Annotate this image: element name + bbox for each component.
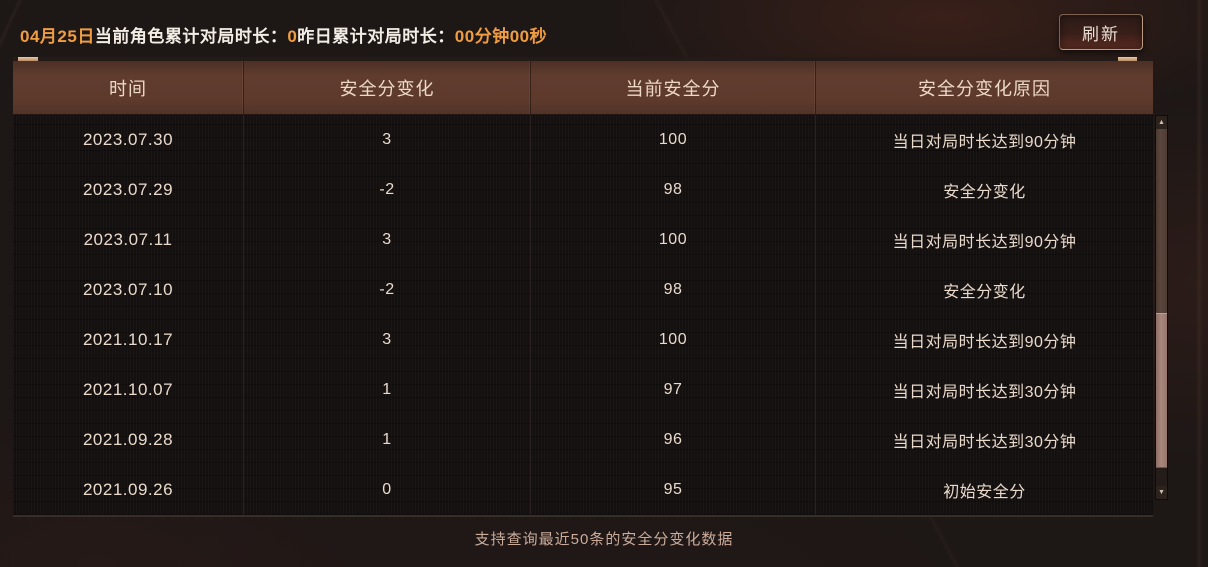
scroll-down-button[interactable]: ▼ bbox=[1156, 486, 1167, 499]
cell-reason: 安全分变化 bbox=[943, 184, 1026, 201]
cell-score: 98 bbox=[531, 165, 816, 215]
cell-date: 2021.09.26 bbox=[13, 465, 244, 515]
cell-date: 2023.07.30 bbox=[13, 115, 244, 165]
table-row: 2023.07.11 3 100 当日对局时长达到90分钟 bbox=[13, 215, 1153, 265]
table-row: 2021.10.07 1 97 当日对局时长达到30分钟 bbox=[13, 365, 1153, 415]
cell-change: 3 bbox=[244, 315, 531, 365]
column-header: 安全分变化 bbox=[244, 61, 531, 114]
table-row: 2021.10.17 3 100 当日对局时长达到90分钟 bbox=[13, 315, 1153, 365]
cell-score: 96 bbox=[531, 415, 816, 465]
cell-score: 97 bbox=[531, 365, 816, 415]
table-row: 2021.09.28 1 96 当日对局时长达到30分钟 bbox=[13, 415, 1153, 465]
scrollbar-thumb[interactable] bbox=[1156, 313, 1167, 468]
cell-reason: 当日对局时长达到90分钟 bbox=[892, 334, 1077, 351]
playtime-segment: 00分钟00秒 bbox=[454, 27, 548, 46]
cell-score: 98 bbox=[531, 265, 816, 315]
column-header: 当前安全分 bbox=[531, 61, 816, 114]
column-header: 安全分变化原因 bbox=[918, 78, 1051, 99]
table-row: 2023.07.10 -2 98 安全分变化 bbox=[13, 265, 1153, 315]
table-top-border bbox=[13, 57, 1153, 61]
scrollbar-track-lower[interactable] bbox=[1156, 468, 1167, 486]
cell-score: 100 bbox=[531, 315, 816, 365]
query-limit-note: 支持查询最近50条的安全分变化数据 bbox=[474, 531, 734, 548]
refresh-button[interactable]: 刷新 bbox=[1059, 14, 1143, 50]
scroll-down-icon: ▼ bbox=[1158, 489, 1165, 496]
cell-score: 100 bbox=[531, 115, 816, 165]
table-row: 2023.07.30 3 100 当日对局时长达到90分钟 bbox=[13, 115, 1153, 165]
scroll-up-button[interactable]: ▲ bbox=[1156, 116, 1167, 129]
cell-reason: 当日对局时长达到30分钟 bbox=[892, 434, 1077, 451]
playtime-segment: 04月25日 bbox=[20, 27, 95, 46]
cell-date: 2023.07.29 bbox=[13, 165, 244, 215]
cell-date: 2023.07.10 bbox=[13, 265, 244, 315]
cell-date: 2021.10.07 bbox=[13, 365, 244, 415]
cell-reason: 初始安全分 bbox=[943, 484, 1026, 501]
playtime-segment: 昨日累计对局时长： bbox=[297, 27, 455, 46]
cell-score: 95 bbox=[531, 465, 816, 515]
table-top-left-glint bbox=[18, 57, 38, 61]
cell-change: 3 bbox=[244, 215, 531, 265]
cell-score: 100 bbox=[531, 215, 816, 265]
table-body: 2023.07.30 3 100 当日对局时长达到90分钟 2023.07.29 -2 98… bbox=[13, 115, 1153, 517]
scroll-up-icon: ▲ bbox=[1158, 119, 1165, 126]
cell-change: 0 bbox=[244, 465, 531, 515]
cell-change: -2 bbox=[244, 165, 531, 215]
table-header: 时间 安全分变化 当前安全分 安全分变化原因 bbox=[13, 61, 1153, 115]
cell-reason: 当日对局时长达到30分钟 bbox=[892, 384, 1077, 401]
cell-date: 2021.09.28 bbox=[13, 415, 244, 465]
cell-date: 2021.10.17 bbox=[13, 315, 244, 365]
cell-reason: 当日对局时长达到90分钟 bbox=[892, 134, 1077, 151]
playtime-segment: 0 bbox=[287, 27, 298, 46]
scrollbar-track-upper[interactable] bbox=[1156, 129, 1167, 313]
playtime-summary: 04月25日当前角色累计对局时长：0昨日累计对局时长：00分钟00秒 bbox=[20, 22, 547, 47]
cell-change: 3 bbox=[244, 115, 531, 165]
cell-reason: 当日对局时长达到90分钟 bbox=[892, 234, 1077, 251]
column-header: 时间 bbox=[13, 61, 244, 114]
table-scrollbar[interactable]: ▲ ▼ bbox=[1155, 115, 1168, 500]
cell-date: 2023.07.11 bbox=[13, 215, 244, 265]
score-history-table: 时间 安全分变化 当前安全分 安全分变化原因 2023.07.30 3 100 当日对局时长… bbox=[13, 57, 1153, 517]
table-row: 2023.07.29 -2 98 安全分变化 bbox=[13, 165, 1153, 215]
cell-change: 1 bbox=[244, 365, 531, 415]
cell-change: 1 bbox=[244, 415, 531, 465]
cell-change: -2 bbox=[244, 265, 531, 315]
playtime-segment: 当前角色累计对局时长： bbox=[94, 27, 288, 46]
table-row: 2021.09.26 0 95 初始安全分 bbox=[13, 465, 1153, 515]
table-top-right-glint bbox=[1118, 57, 1137, 61]
cell-reason: 安全分变化 bbox=[943, 284, 1026, 301]
